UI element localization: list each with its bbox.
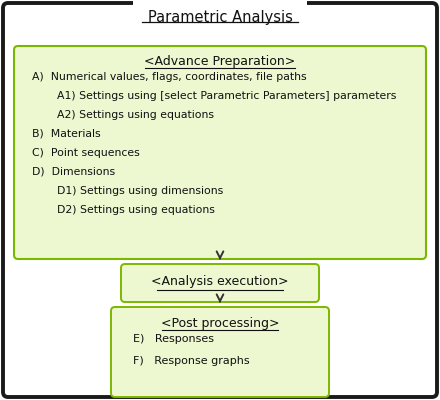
Text: D)  Dimensions: D) Dimensions — [32, 167, 115, 177]
Text: D2) Settings using equations: D2) Settings using equations — [50, 205, 215, 215]
Text: D1) Settings using dimensions: D1) Settings using dimensions — [50, 186, 223, 196]
FancyBboxPatch shape — [121, 264, 319, 302]
Text: Parametric Analysis: Parametric Analysis — [147, 10, 293, 25]
Text: <Advance Preparation>: <Advance Preparation> — [144, 55, 296, 68]
Text: C)  Point sequences: C) Point sequences — [32, 148, 140, 158]
Text: A1) Settings using [select Parametric Parameters] parameters: A1) Settings using [select Parametric Pa… — [50, 91, 396, 101]
Text: F)   Response graphs: F) Response graphs — [133, 356, 249, 366]
FancyBboxPatch shape — [3, 3, 437, 397]
Text: <Post processing>: <Post processing> — [161, 317, 279, 330]
Text: E)   Responses: E) Responses — [133, 334, 214, 344]
FancyBboxPatch shape — [14, 46, 426, 259]
Text: A2) Settings using equations: A2) Settings using equations — [50, 110, 214, 120]
Text: A)  Numerical values, flags, coordinates, file paths: A) Numerical values, flags, coordinates,… — [32, 72, 307, 82]
Text: B)  Materials: B) Materials — [32, 129, 101, 139]
FancyBboxPatch shape — [111, 307, 329, 397]
Text: <Analysis execution>: <Analysis execution> — [151, 276, 289, 288]
